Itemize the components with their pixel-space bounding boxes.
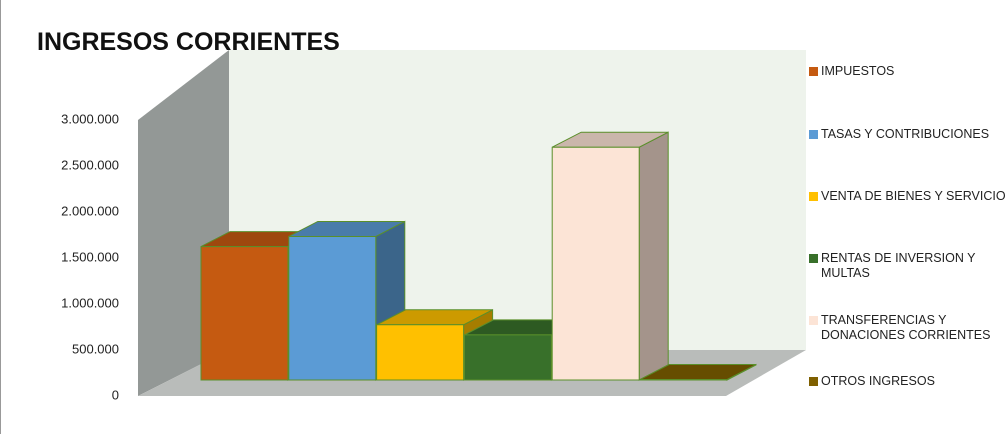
y-tick-label: 2.500.000	[61, 157, 119, 172]
bar-face	[463, 334, 552, 381]
legend-swatch	[809, 67, 818, 76]
legend-item: RENTAS DE INVERSION Y MULTAS	[809, 251, 1005, 281]
legend-label: RENTAS DE INVERSION Y MULTAS	[821, 251, 976, 280]
y-tick-label: 0	[112, 387, 119, 402]
legend-item: OTROS INGRESOS	[809, 374, 1005, 389]
chart-title: INGRESOS CORRIENTES	[37, 28, 340, 56]
legend-swatch	[809, 377, 818, 386]
bar-face	[288, 235, 377, 381]
legend-label: TASAS Y CONTRIBUCIONES	[821, 127, 990, 141]
legend-label: VENTA DE BIENES Y SERVICIOS	[821, 189, 1005, 203]
legend-item: TRANSFERENCIAS Y DONACIONES CORRIENTES	[809, 313, 1005, 343]
legend-label: TRANSFERENCIAS Y DONACIONES CORRIENTES	[821, 313, 991, 342]
y-tick-label: 500.000	[72, 341, 119, 356]
bar-face	[200, 246, 289, 381]
legend-swatch	[809, 254, 818, 263]
legend-label: IMPUESTOS	[821, 64, 895, 78]
legend-swatch	[809, 192, 818, 201]
legend-item: TASAS Y CONTRIBUCIONES	[809, 127, 1005, 142]
bar-face	[551, 146, 640, 381]
y-tick-label: 2.000.000	[61, 203, 119, 218]
legend-item: VENTA DE BIENES Y SERVICIOS	[809, 189, 1005, 204]
bar	[639, 363, 757, 381]
bar	[551, 131, 669, 381]
legend-item: IMPUESTOS	[809, 64, 1005, 79]
y-tick-label: 3.000.000	[61, 111, 119, 126]
legend-swatch	[809, 316, 818, 325]
bar-face	[376, 324, 465, 381]
bar-face	[638, 131, 669, 381]
legend-swatch	[809, 130, 818, 139]
legend-label: OTROS INGRESOS	[821, 374, 935, 388]
y-tick-label: 1.000.000	[61, 295, 119, 310]
y-tick-label: 1.500.000	[61, 249, 119, 264]
